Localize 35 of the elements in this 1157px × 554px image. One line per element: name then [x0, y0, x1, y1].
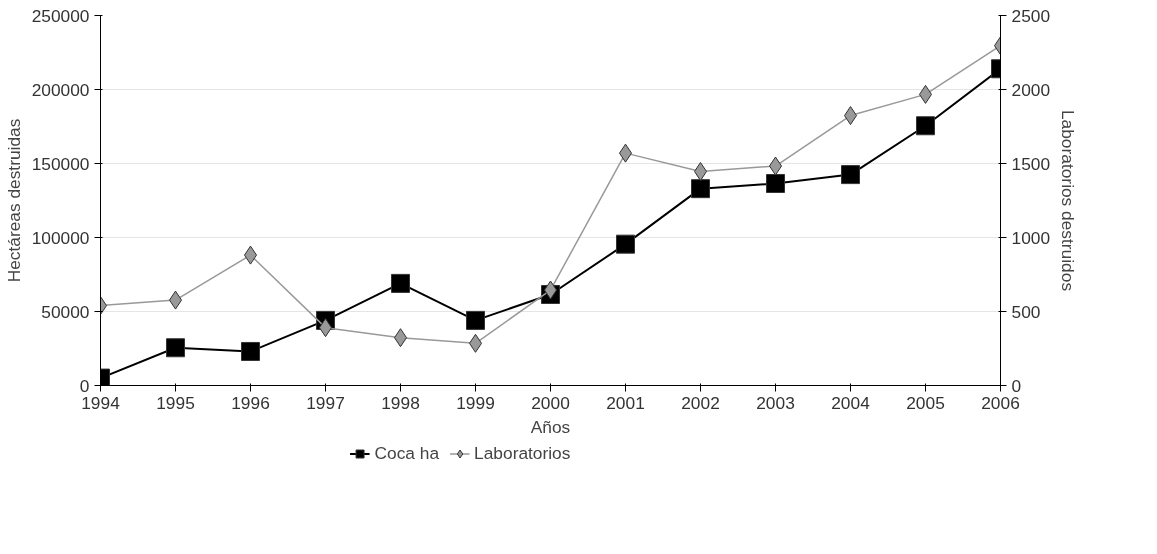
- x-tick-label: 1999: [456, 392, 495, 413]
- x-tick-label: 2001: [606, 392, 645, 413]
- x-tick-label: 2002: [681, 392, 720, 413]
- y2-tick-label: 500: [1011, 301, 1041, 322]
- x-tick-label: 1998: [381, 392, 420, 413]
- point: [241, 341, 260, 361]
- x-tick-label: 1995: [156, 392, 195, 413]
- y-tick-label: 100000: [31, 227, 90, 248]
- point: [691, 179, 710, 199]
- y2-tick-label: 1000: [1011, 227, 1051, 248]
- x-tick-label: 2000: [531, 392, 570, 413]
- x-tick-label: 1997: [306, 392, 345, 413]
- x-tick-label: 1996: [231, 392, 270, 413]
- point: [616, 234, 635, 254]
- legend-label: Laboratorios: [474, 442, 571, 464]
- y2-tick-label: 1500: [1011, 153, 1051, 174]
- legend-label: Coca ha: [374, 442, 440, 464]
- x-tick-label: 2005: [906, 392, 945, 413]
- x-tick-label: 2004: [831, 392, 871, 413]
- y2-tick-label: 2000: [1011, 79, 1051, 100]
- point: [166, 338, 185, 358]
- point: [841, 165, 860, 185]
- y-axis-title: Hectáreas destruidas: [3, 118, 24, 283]
- point: [766, 173, 785, 193]
- point: [466, 310, 485, 330]
- point: [916, 116, 935, 136]
- y-tick-label: 150000: [31, 153, 90, 174]
- y2-axis-title: Laboratorios destruidos: [1058, 109, 1079, 292]
- y-tick-label: 200000: [31, 79, 90, 100]
- y2-tick-label: 2500: [1011, 5, 1051, 26]
- y-tick-label: 250000: [31, 5, 90, 26]
- y-tick-label: 50000: [41, 301, 90, 322]
- x-axis-title: Años: [530, 416, 571, 437]
- point: [391, 273, 410, 293]
- x-tick-label: 2003: [756, 392, 795, 413]
